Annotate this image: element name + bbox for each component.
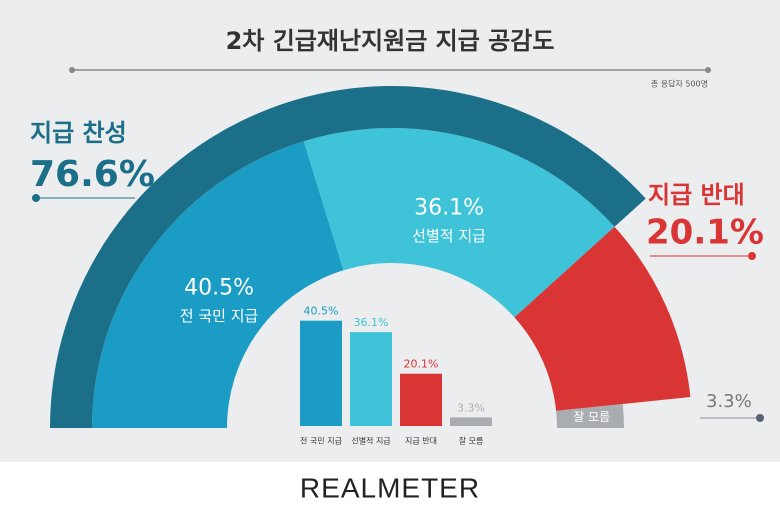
leader-dot (748, 252, 756, 260)
group-value-label: 20.1% (646, 213, 764, 253)
bar (350, 332, 392, 426)
group-label: 지급 반대 (648, 181, 745, 209)
bar-value-label: 40.5% (304, 305, 339, 318)
bar (400, 373, 442, 426)
slice-value-label: 40.5% (184, 275, 254, 300)
pie-slice (514, 226, 691, 411)
slice-label: 잘 모름 (573, 410, 610, 424)
bar-category-label: 선별적 지급 (351, 436, 390, 446)
subtitle: 총 응답자 500명 (651, 79, 708, 89)
rule-dot (705, 67, 711, 73)
slice-value-label: 36.1% (414, 196, 484, 221)
leader-dot (32, 194, 40, 202)
bar-category-label: 지급 반대 (405, 437, 437, 446)
group-value-label: 76.6% (30, 154, 155, 195)
rule-dot (69, 67, 75, 73)
leader-dot (756, 414, 764, 422)
pie-slice (556, 403, 624, 428)
bar-value-label: 3.3% (457, 401, 485, 414)
bar-value-label: 20.1% (404, 358, 439, 371)
slice-label: 전 국민 지급 (180, 307, 259, 325)
footer-band (0, 462, 780, 514)
group-label: 지급 찬성 (30, 119, 127, 147)
slice-label: 선별적 지급 (412, 227, 486, 245)
bar (300, 320, 342, 426)
footer-logo: REALMETER (300, 472, 480, 503)
bar-category-label: 전 국민 지급 (300, 436, 342, 446)
slice-value-label: 3.3% (706, 391, 752, 412)
bar-category-label: 잘 모름 (459, 437, 484, 446)
pie-slice (92, 141, 344, 429)
bar-value-label: 36.1% (354, 316, 389, 329)
chart-title: 2차 긴급재난지원금 지급 공감도 (226, 27, 555, 55)
group-ring (50, 86, 646, 428)
bar (450, 417, 492, 426)
pie-slice (303, 128, 615, 318)
